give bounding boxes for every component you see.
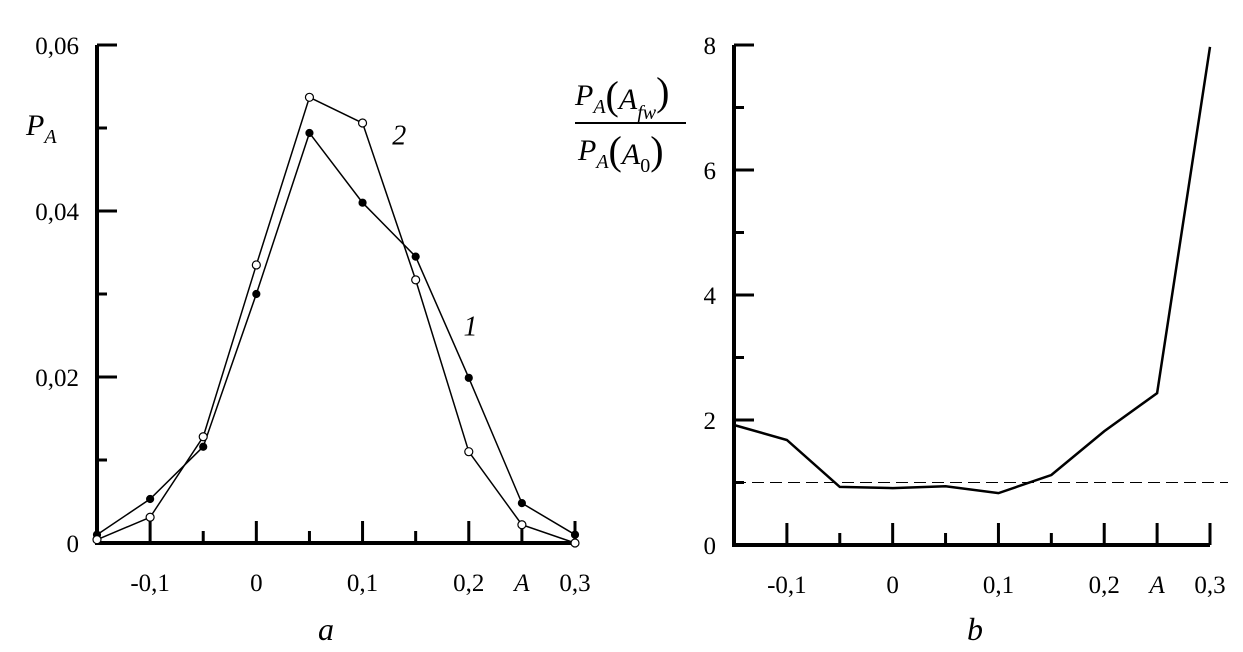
data-point-series-1 bbox=[199, 442, 208, 451]
data-point-series-2 bbox=[145, 512, 155, 522]
data-point-series-2 bbox=[304, 92, 315, 102]
series-line-2 bbox=[96, 96, 576, 544]
series-label-2: 2 bbox=[392, 121, 406, 152]
y-tick-label: 0 bbox=[704, 533, 717, 560]
series-line-1 bbox=[96, 131, 576, 536]
y-tick-label: 2 bbox=[704, 408, 717, 435]
x-tick-label: 0,3 bbox=[559, 570, 590, 597]
data-point-series-1 bbox=[146, 494, 155, 504]
x-tick-label: -0,1 bbox=[767, 572, 807, 599]
panel-a-ylabel: PA bbox=[25, 109, 57, 148]
panel-b-ylabel: PA(Afw) PA(A0) bbox=[574, 69, 686, 177]
data-point-series-1 bbox=[358, 198, 367, 207]
y-tick-label: 0,04 bbox=[35, 199, 79, 226]
x-tick-label: 0,3 bbox=[1194, 572, 1225, 599]
series-line-ratio bbox=[733, 46, 1212, 495]
y-tick-label: 0,06 bbox=[35, 33, 79, 60]
y-tick-label: 6 bbox=[704, 158, 717, 185]
data-point-series-2 bbox=[251, 260, 261, 270]
panel-b-label: b bbox=[967, 611, 983, 647]
data-point-series-2 bbox=[357, 118, 368, 128]
data-point-series-2 bbox=[570, 538, 580, 548]
data-point-series-1 bbox=[464, 373, 473, 382]
y-tick-label: 0 bbox=[67, 531, 80, 558]
data-point-series-2 bbox=[517, 520, 527, 530]
data-point-series-1 bbox=[517, 499, 526, 508]
data-point-series-1 bbox=[305, 128, 314, 138]
x-tick-label: 0 bbox=[250, 570, 263, 597]
x-tick-label: 0,1 bbox=[347, 570, 378, 597]
data-point-series-2 bbox=[92, 535, 102, 545]
data-point-series-1 bbox=[252, 289, 261, 299]
x-tick-label: -0,1 bbox=[130, 570, 170, 597]
x-tick-label: A bbox=[512, 570, 530, 597]
x-tick-label: 0,1 bbox=[983, 572, 1014, 599]
x-tick-label: A bbox=[1147, 572, 1165, 599]
panel-a: -0,1 0 0,1 0,2 A 0,3 0 0,02 0,04 0,06 1 2 bbox=[35, 33, 590, 597]
data-point-series-1 bbox=[570, 530, 580, 539]
x-tick-label: 0,2 bbox=[453, 570, 484, 597]
panel-a-label: a bbox=[318, 611, 334, 647]
ylabel-numerator: PA(Afw) bbox=[574, 69, 669, 124]
y-tick-label: 0,02 bbox=[35, 365, 79, 392]
data-point-series-1 bbox=[411, 252, 420, 261]
data-point-series-2 bbox=[411, 275, 421, 285]
panel-b: -0,1 0 0,1 0,2 A 0,3 0 2 4 6 8 bbox=[704, 33, 1228, 599]
data-point-series-2 bbox=[198, 432, 208, 442]
y-tick-label: 4 bbox=[704, 283, 717, 310]
x-tick-label: 0 bbox=[886, 572, 899, 599]
y-tick-label: 8 bbox=[704, 33, 717, 60]
ylabel-denominator: PA(A0) bbox=[577, 128, 664, 177]
series-label-1: 1 bbox=[463, 312, 477, 343]
data-point-series-2 bbox=[464, 447, 474, 457]
x-tick-label: 0,2 bbox=[1089, 572, 1120, 599]
